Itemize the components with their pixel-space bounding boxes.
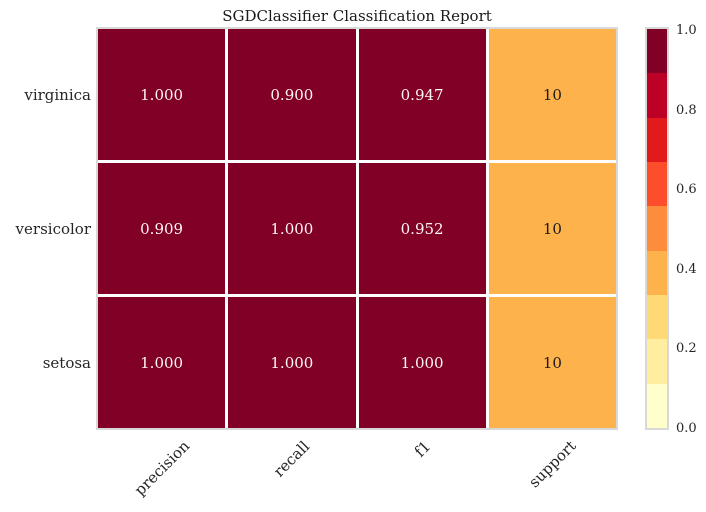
colorbar-gradient — [647, 29, 667, 428]
colorbar-segment — [647, 339, 667, 384]
colorbar-tick-label: 0.8 — [676, 102, 697, 118]
colorbar-tick-label: 0.4 — [676, 261, 697, 277]
y-tick-label: setosa — [42, 353, 91, 372]
heatmap-cell: 10 — [488, 163, 616, 294]
cell-value: 0.947 — [400, 85, 444, 104]
heatmap-cell: 0.947 — [358, 29, 486, 160]
heatmap-cell: 1.000 — [228, 297, 356, 428]
heatmap-cell: 1.000 — [98, 29, 226, 160]
heatmap-cell: 0.952 — [358, 163, 486, 294]
colorbar-tick-label: 0.2 — [676, 341, 697, 357]
colorbar-tick-label: 0.0 — [676, 421, 697, 436]
colorbar — [645, 27, 669, 430]
heatmap-cell: 1.000 — [98, 297, 226, 428]
colorbar-segment — [647, 161, 667, 207]
cell-value: 0.952 — [400, 219, 444, 238]
chart-title: SGDClassifier Classification Report — [222, 7, 492, 25]
x-tick-label: precision — [130, 436, 193, 500]
heatmap-axes: 1.000 0.900 0.947 10 0.909 1.000 0.952 10 1.000 1… — [96, 27, 618, 430]
cell-value: 0.900 — [270, 85, 314, 104]
colorbar-segment — [647, 250, 667, 295]
heatmap-grid: 1.000 0.900 0.947 10 0.909 1.000 0.952 10 1.000 1… — [98, 29, 616, 428]
heatmap-cell: 1.000 — [358, 297, 486, 428]
y-tick-label: versicolor — [15, 219, 91, 238]
cell-value: 10 — [542, 85, 562, 104]
heatmap-cell: 10 — [488, 29, 616, 160]
heatmap-cell: 0.900 — [228, 29, 356, 160]
colorbar-tick-label: 0.6 — [676, 182, 697, 198]
x-tick-label: support — [525, 437, 580, 492]
x-tick-label: f1 — [410, 436, 434, 461]
colorbar-segment — [647, 117, 667, 162]
cell-value: 10 — [542, 219, 562, 238]
heatmap-cell: 0.909 — [98, 163, 226, 294]
cell-value: 1.000 — [270, 219, 314, 238]
colorbar-segment — [647, 73, 667, 118]
cell-value: 1.000 — [270, 353, 314, 372]
colorbar-segment — [647, 206, 667, 251]
cell-value: 0.909 — [140, 219, 184, 238]
colorbar-tick-label: 1.0 — [676, 23, 697, 38]
x-tick-label: recall — [270, 436, 314, 481]
cell-value: 1.000 — [140, 353, 184, 372]
colorbar-segment — [647, 29, 667, 74]
colorbar-segment — [647, 383, 667, 428]
cell-value: 1.000 — [140, 85, 184, 104]
colorbar-segment — [647, 294, 667, 340]
cell-value: 1.000 — [400, 353, 444, 372]
y-tick-label: virginica — [24, 85, 91, 104]
heatmap-cell: 10 — [488, 297, 616, 428]
heatmap-cell: 1.000 — [228, 163, 356, 294]
cell-value: 10 — [542, 353, 562, 372]
